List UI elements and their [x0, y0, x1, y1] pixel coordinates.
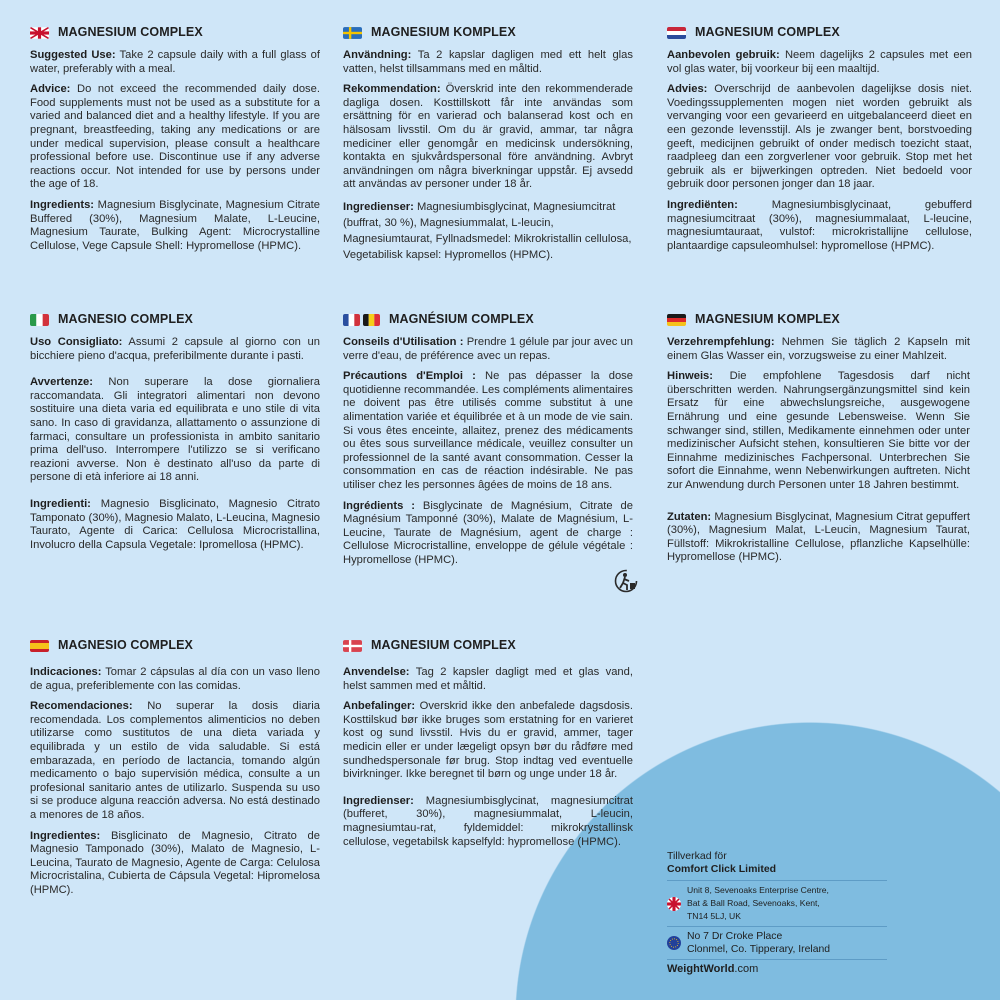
ingredients: Ingrediënten: Magnesiumbisglycinaat, geb… [667, 198, 972, 252]
advice: Advice: Do not exceed the recommended da… [30, 83, 320, 191]
suggested-use: Indicaciones: Tomar 2 cápsulas al día co… [30, 666, 320, 692]
section-french: MAGNÉSIUM COMPLEX Conseils d'Utilisation… [343, 312, 633, 575]
uk-flag-icon [30, 27, 49, 39]
denmark-flag-icon [343, 640, 362, 652]
advice: Advies: Overschrijd de aanbevolen dageli… [667, 83, 972, 191]
ingredients: Ingredienser: Magnesiumbisglycinat, magn… [343, 794, 633, 848]
advice: Rekommendation: Överskrid inte den rekom… [343, 83, 633, 191]
made-for-label: Tillverkad för [667, 850, 727, 862]
advice: Avvertenze: Non superare la dose giornal… [30, 376, 320, 484]
france-flag-icon [343, 314, 360, 326]
section-italian: MAGNESIO COMPLEX Uso Consigliato: Assumi… [30, 312, 320, 559]
tidyman-recycling-icon [614, 569, 638, 593]
suggested-use: Conseils d'Utilisation : Prendre 1 gélul… [343, 336, 633, 362]
section-swedish: MAGNESIUM KOMPLEX Användning: Ta 2 kapsl… [343, 25, 633, 270]
advice: Précautions d'Emploi : Ne pas dépasser l… [343, 370, 633, 491]
advice: Anbefalinger: Overskrid ikke den anbefal… [343, 700, 633, 781]
section-title: MAGNESIUM KOMPLEX [695, 312, 840, 327]
advice: Recomendaciones: No superar la dosis dia… [30, 700, 320, 821]
section-german: MAGNESIUM KOMPLEX Verzehrempfehlung: Neh… [667, 312, 970, 572]
background-circle [515, 722, 1000, 1000]
section-dutch: MAGNESIUM COMPLEX Aanbevolen gebruik: Ne… [667, 25, 972, 260]
uk-flag-icon [667, 896, 681, 911]
spain-flag-icon [30, 640, 49, 652]
ingredients: Ingredients: Magnesium Bisglycinate, Mag… [30, 198, 320, 252]
section-title: MAGNESIO COMPLEX [58, 312, 193, 327]
suggested-use: Aanbevolen gebruik: Neem dagelijks 2 cap… [667, 49, 973, 75]
section-title: MAGNESIUM COMPLEX [695, 25, 840, 40]
section-title: MAGNESIUM KOMPLEX [371, 25, 516, 40]
section-title: MAGNÉSIUM COMPLEX [389, 312, 534, 327]
section-title: MAGNESIO COMPLEX [58, 638, 193, 653]
section-spanish: MAGNESIO COMPLEX Indicaciones: Tomar 2 c… [30, 638, 320, 905]
suggested-use: Anvendelse: Tag 2 kapsler dagligt med et… [343, 666, 633, 692]
ingredients: Ingredienser: Magnesiumbisglycinat, Magn… [343, 200, 632, 261]
ingredients: Zutaten: Magnesium Bisglycinat, Magnesiu… [667, 510, 970, 564]
manufacturer-info: Tillverkad för Comfort Click Limited Uni… [667, 850, 887, 975]
company-name: Comfort Click Limited [667, 863, 887, 881]
ingredients: Ingrédients : Bisglycinate de Magnésium,… [343, 499, 634, 566]
section-english: MAGNESIUM COMPLEX Suggested Use: Take 2 … [30, 25, 320, 260]
eu-flag-icon [667, 936, 681, 950]
suggested-use: Uso Consigliato: Assumi 2 capsule al gio… [30, 336, 320, 362]
italy-flag-icon [30, 314, 49, 326]
section-danish: MAGNESIUM COMPLEX Anvendelse: Tag 2 kaps… [343, 638, 633, 856]
advice: Hinweis: Die empfohlene Tagesdosis darf … [667, 370, 970, 491]
website-link[interactable]: WeightWorld.com [667, 963, 759, 975]
ingredients: Ingredientes: Bisglicinato de Magnesio, … [30, 829, 320, 896]
section-title: MAGNESIUM COMPLEX [371, 638, 516, 653]
suggested-use: Verzehrempfehlung: Nehmen Sie täglich 2 … [667, 336, 970, 362]
suggested-use: Suggested Use: Take 2 capsule daily with… [30, 49, 321, 75]
sweden-flag-icon [343, 27, 362, 39]
section-title: MAGNESIUM COMPLEX [58, 25, 203, 40]
eu-address: No 7 Dr Croke Place Clonmel, Co. Tipperar… [667, 927, 887, 960]
suggested-use: Användning: Ta 2 kapslar dagligen med et… [343, 49, 633, 75]
uk-address: Unit 8, Sevenoaks Enterprise Centre, Bat … [667, 881, 887, 927]
ingredients: Ingredienti: Magnesio Bisglicinato, Magn… [30, 497, 320, 551]
germany-flag-icon [667, 314, 686, 326]
belgium-flag-icon [363, 314, 380, 326]
netherlands-flag-icon [667, 27, 686, 39]
